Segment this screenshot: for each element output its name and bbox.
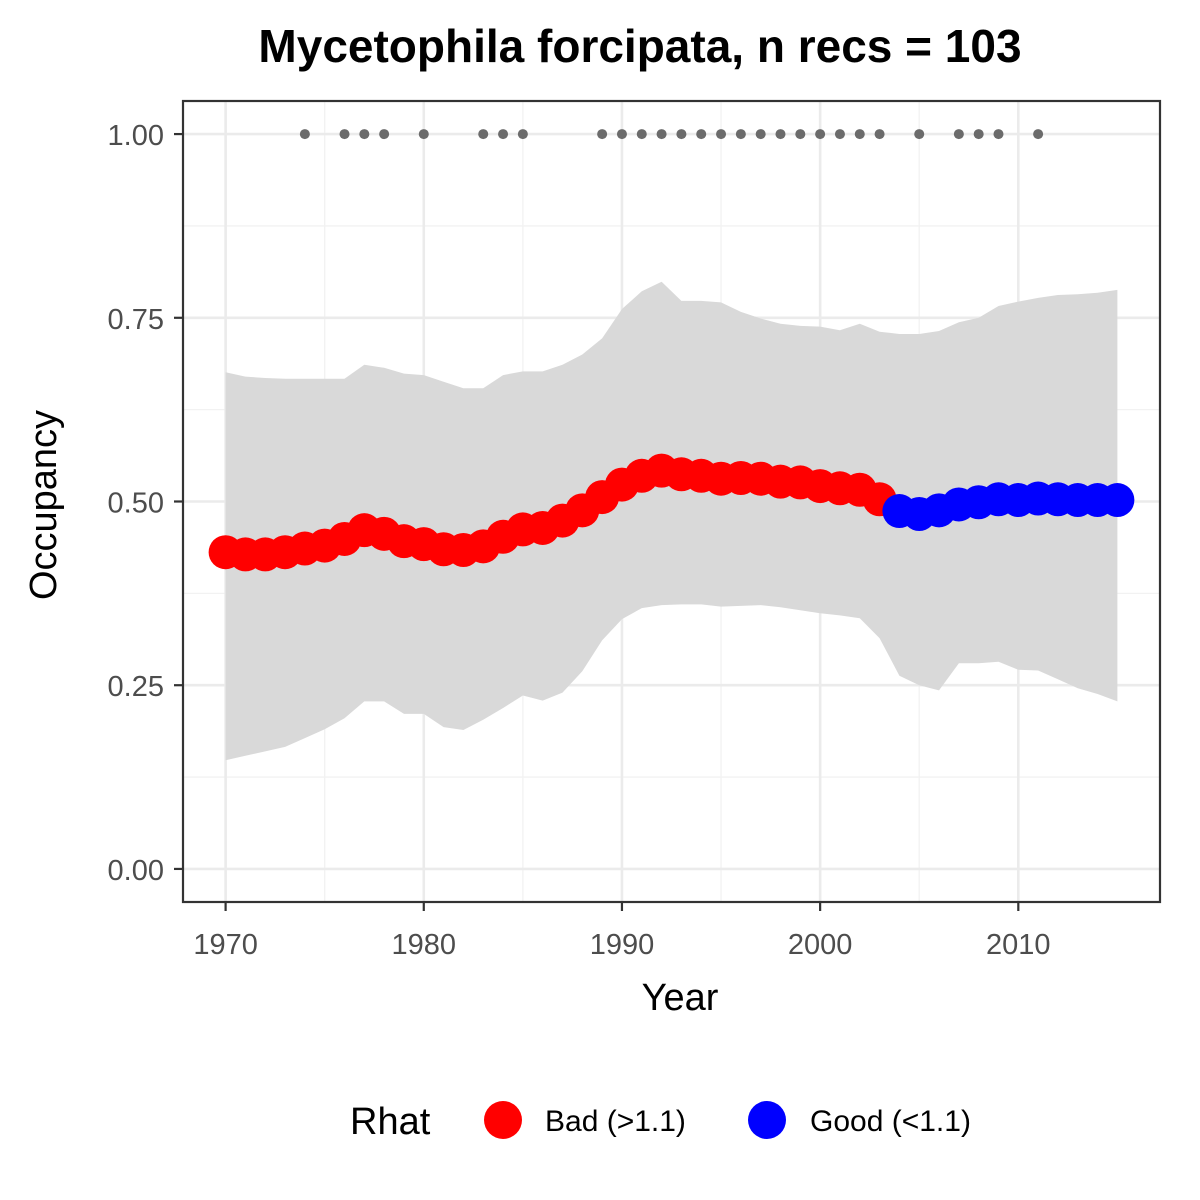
x-tick-label: 1990 — [590, 929, 655, 961]
record-points-layer — [299, 129, 1044, 140]
record-point — [418, 129, 429, 140]
y-axis: 0.00 0.25 0.50 0.75 1.00 — [108, 120, 183, 887]
record-point — [775, 129, 786, 140]
record-point — [299, 129, 310, 140]
legend-key-good — [748, 1101, 786, 1139]
record-point — [914, 129, 925, 140]
x-tick-label: 1970 — [193, 929, 258, 961]
record-point — [735, 129, 746, 140]
record-point — [339, 129, 350, 140]
x-axis: 1970 1980 1990 2000 2010 — [193, 902, 1051, 961]
y-tick-label: 0.25 — [108, 671, 164, 703]
record-point — [755, 129, 766, 140]
y-tick-label: 0.00 — [108, 855, 164, 887]
legend: Rhat Bad (>1.1) Good (<1.1) — [350, 1101, 971, 1143]
occupancy-point — [1100, 483, 1135, 518]
record-point — [795, 129, 806, 140]
legend-title: Rhat — [350, 1101, 431, 1143]
record-point — [656, 129, 667, 140]
record-point — [517, 129, 528, 140]
y-axis-title: Occupancy — [23, 410, 65, 600]
record-point — [973, 129, 984, 140]
occupancy-points-layer — [208, 453, 1135, 572]
record-point — [716, 129, 727, 140]
y-tick-label: 0.50 — [108, 488, 164, 520]
y-tick-label: 0.75 — [108, 304, 164, 336]
record-point — [993, 129, 1004, 140]
record-point — [616, 129, 627, 140]
record-point — [478, 129, 489, 140]
x-axis-title: Year — [642, 977, 719, 1019]
record-point — [696, 129, 707, 140]
record-point — [597, 129, 608, 140]
legend-key-bad — [484, 1101, 522, 1139]
record-point — [874, 129, 885, 140]
record-point — [1033, 129, 1044, 140]
confidence-ribbon — [225, 281, 1118, 761]
record-point — [379, 129, 390, 140]
chart-title: Mycetophila forcipata, n recs = 103 — [258, 20, 1021, 72]
record-point — [636, 129, 647, 140]
record-point — [498, 129, 509, 140]
record-point — [953, 129, 964, 140]
y-tick-label: 1.00 — [108, 120, 164, 152]
record-point — [854, 129, 865, 140]
x-tick-label: 2010 — [986, 929, 1051, 961]
record-point — [834, 129, 845, 140]
legend-label-good: Good (<1.1) — [810, 1105, 971, 1138]
record-point — [815, 129, 826, 140]
x-tick-label: 1980 — [392, 929, 457, 961]
legend-label-bad: Bad (>1.1) — [545, 1105, 686, 1138]
record-point — [359, 129, 370, 140]
x-tick-label: 2000 — [788, 929, 853, 961]
record-point — [676, 129, 687, 140]
confidence-ribbon-layer — [225, 281, 1118, 761]
